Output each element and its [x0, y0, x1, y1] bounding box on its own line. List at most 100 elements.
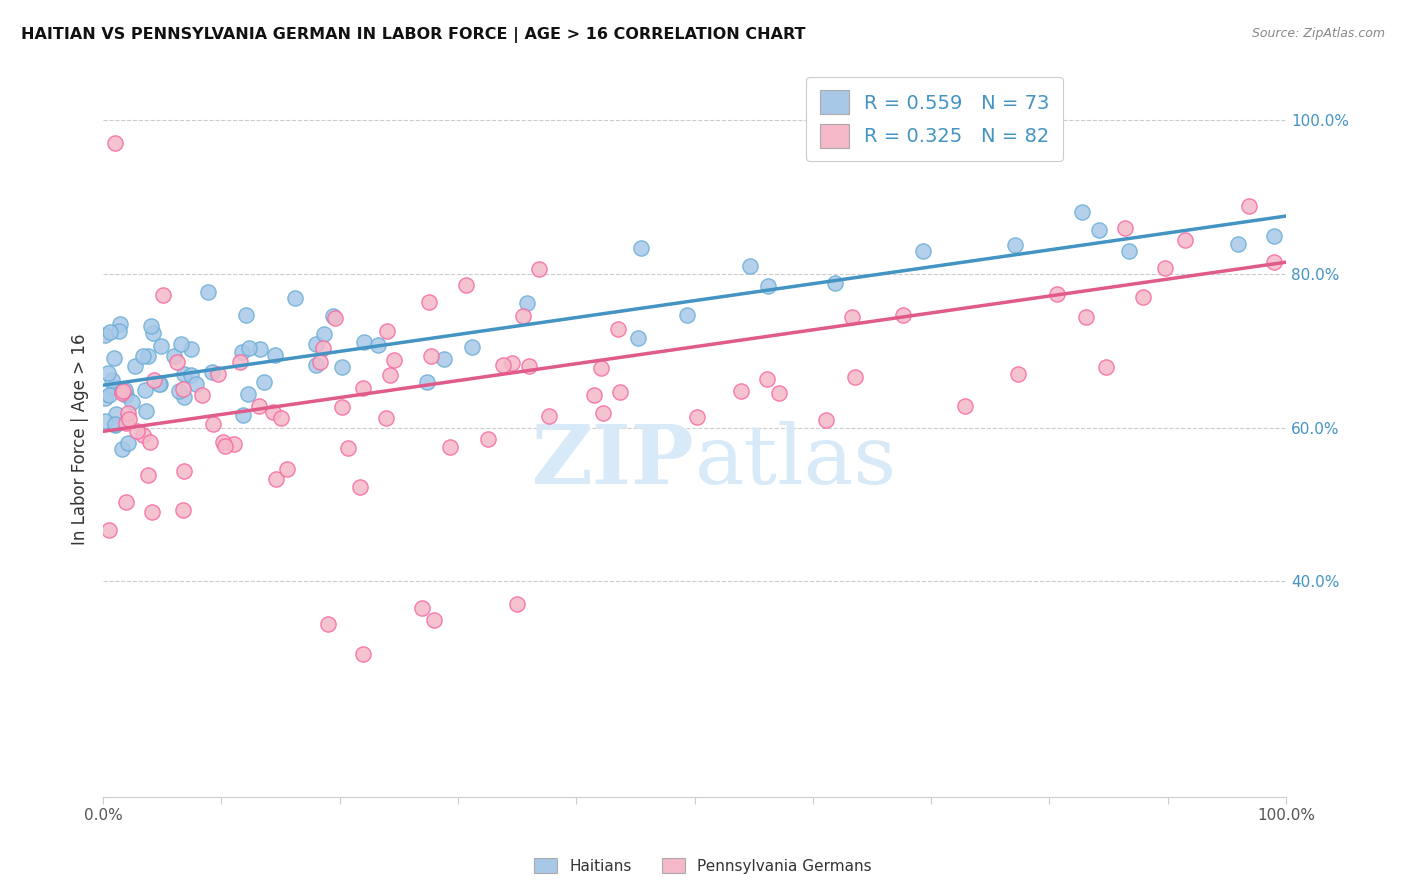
Point: [231, 345, 253, 359]
Point: [173, 367, 195, 381]
Point: [163, 349, 186, 363]
Point: [768, 385, 790, 400]
Point: [312, 341, 335, 355]
Point: [262, 405, 284, 419]
Point: [152, 287, 174, 301]
Point: [97, 366, 120, 380]
Point: [501, 357, 523, 371]
Point: [844, 370, 866, 384]
Y-axis label: In Labor Force | Age > 16: In Labor Force | Age > 16: [72, 334, 89, 545]
Point: [249, 342, 271, 356]
Point: [104, 136, 127, 150]
Point: [506, 598, 529, 612]
Point: [139, 318, 162, 333]
Point: [135, 404, 157, 418]
Point: [93, 328, 115, 343]
Point: [519, 359, 541, 374]
Point: [143, 373, 166, 387]
Point: [527, 261, 550, 276]
Point: [170, 337, 193, 351]
Point: [589, 360, 612, 375]
Point: [108, 324, 131, 338]
Point: [1114, 221, 1136, 235]
Point: [98, 325, 121, 339]
Point: [149, 339, 172, 353]
Point: [127, 425, 149, 439]
Point: [247, 400, 270, 414]
Text: Source: ZipAtlas.com: Source: ZipAtlas.com: [1251, 27, 1385, 40]
Point: [149, 376, 172, 391]
Point: [110, 317, 132, 331]
Point: [148, 377, 170, 392]
Point: [114, 383, 136, 397]
Point: [1118, 244, 1140, 258]
Text: atlas: atlas: [695, 420, 897, 500]
Point: [184, 376, 207, 391]
Point: [134, 383, 156, 397]
Point: [173, 390, 195, 404]
Point: [309, 355, 332, 369]
Point: [167, 384, 190, 398]
Point: [375, 324, 398, 338]
Point: [352, 648, 374, 662]
Point: [132, 428, 155, 442]
Legend: Haitians, Pennsylvania Germans: Haitians, Pennsylvania Germans: [529, 852, 877, 880]
Point: [1087, 223, 1109, 237]
Point: [173, 464, 195, 478]
Point: [172, 502, 194, 516]
Point: [104, 407, 127, 421]
Point: [352, 381, 374, 395]
Point: [238, 341, 260, 355]
Point: [132, 349, 155, 363]
Point: [515, 295, 537, 310]
Point: [1174, 233, 1197, 247]
Point: [1070, 205, 1092, 219]
Point: [349, 481, 371, 495]
Point: [253, 375, 276, 389]
Point: [235, 309, 257, 323]
Point: [1237, 199, 1260, 213]
Point: [118, 412, 141, 426]
Point: [323, 310, 346, 325]
Point: [104, 417, 127, 432]
Point: [756, 278, 779, 293]
Point: [111, 385, 134, 400]
Point: [264, 348, 287, 362]
Point: [1095, 360, 1118, 375]
Point: [270, 411, 292, 425]
Point: [97, 523, 120, 537]
Point: [121, 394, 143, 409]
Point: [454, 278, 477, 293]
Point: [117, 436, 139, 450]
Point: [284, 291, 307, 305]
Point: [911, 244, 934, 258]
Point: [212, 434, 235, 449]
Point: [1132, 290, 1154, 304]
Point: [439, 440, 461, 454]
Point: [512, 309, 534, 323]
Legend: R = 0.559   N = 73, R = 0.325   N = 82: R = 0.559 N = 73, R = 0.325 N = 82: [806, 77, 1063, 161]
Point: [891, 308, 914, 322]
Point: [172, 383, 194, 397]
Point: [124, 359, 146, 374]
Point: [104, 417, 127, 432]
Point: [1153, 260, 1175, 275]
Point: [730, 384, 752, 398]
Point: [103, 380, 125, 394]
Point: [201, 365, 224, 379]
Point: [538, 409, 561, 423]
Point: [609, 385, 631, 400]
Point: [101, 373, 124, 387]
Point: [740, 259, 762, 273]
Point: [312, 327, 335, 342]
Point: [197, 285, 219, 299]
Point: [115, 388, 138, 402]
Point: [214, 439, 236, 453]
Point: [110, 385, 132, 400]
Point: [382, 352, 405, 367]
Point: [115, 495, 138, 509]
Point: [322, 309, 344, 323]
Point: [433, 351, 456, 366]
Point: [675, 308, 697, 322]
Point: [180, 342, 202, 356]
